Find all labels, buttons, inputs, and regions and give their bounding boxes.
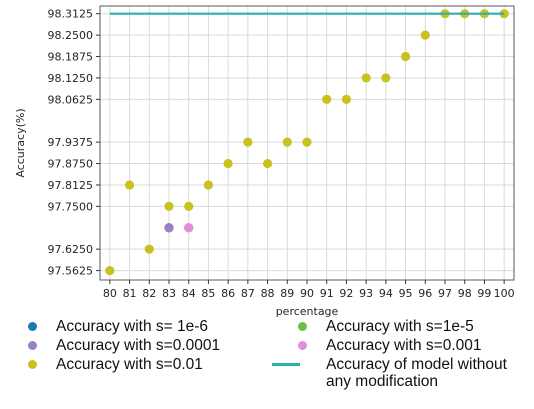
data-point-series-4 [282, 137, 292, 147]
x-tick-label: 97 [438, 287, 452, 300]
y-tick-label: 97.9375 [48, 136, 94, 149]
legend-label: Accuracy of model without any modificati… [326, 356, 507, 390]
legend-dot-icon [28, 341, 37, 350]
data-point-series-4 [361, 73, 371, 83]
y-tick-label: 97.7500 [48, 200, 94, 213]
x-tick-label: 88 [261, 287, 275, 300]
y-tick-label: 97.8750 [48, 158, 94, 171]
data-point-series-4 [420, 30, 430, 40]
x-tick-label: 96 [418, 287, 432, 300]
chart-marks [105, 9, 509, 276]
legend-label: Accuracy with s=0.01 [56, 356, 203, 373]
data-point-series-2 [164, 223, 174, 233]
x-tick-label: 92 [339, 287, 353, 300]
legend-label: Accuracy with s=0.001 [326, 337, 482, 354]
data-point-series-4 [243, 137, 253, 147]
legend-dot-icon [298, 341, 307, 350]
x-tick-label: 83 [162, 287, 176, 300]
y-tick-label: 98.3125 [48, 8, 94, 21]
y-tick-label: 97.6250 [48, 243, 94, 256]
data-point-series-4 [302, 137, 312, 147]
data-point-series-4 [341, 94, 352, 104]
y-tick-label: 98.0625 [48, 93, 94, 106]
legend-label: Accuracy with s=1e-5 [326, 318, 474, 335]
chart-legend: Accuracy with s= 1e-6 Accuracy with s=1e… [0, 318, 534, 409]
x-tick-label: 80 [103, 287, 117, 300]
x-axis-ticks: 80 81 82 83 84 85 86 87 88 89 90 91 92 93 94 95 96 97 98 99… [103, 280, 515, 300]
y-axis-label: Accuracy(%) [14, 108, 27, 177]
y-tick-label: 98.2500 [48, 29, 94, 42]
data-point-series-3 [184, 223, 194, 233]
x-tick-label: 98 [458, 287, 472, 300]
x-tick-label: 100 [494, 287, 515, 300]
x-tick-label: 82 [142, 287, 156, 300]
data-point-series-4 [164, 201, 174, 211]
x-tick-label: 94 [379, 287, 393, 300]
data-point-series-4 [223, 158, 233, 169]
x-tick-label: 81 [123, 287, 137, 300]
data-point-series-4 [400, 51, 411, 62]
y-tick-label: 98.1875 [48, 51, 94, 64]
legend-dot-icon [28, 360, 37, 369]
x-tick-label: 99 [477, 287, 491, 300]
x-tick-label: 86 [221, 287, 235, 300]
legend-label: Accuracy with s= 1e-6 [56, 318, 209, 335]
x-tick-label: 84 [182, 287, 196, 300]
data-point-series-4 [105, 265, 115, 276]
y-axis-ticks: 97.5625 97.6250 97.7500 97.8125 97.8750 97.93… [48, 8, 100, 278]
x-tick-label: 95 [399, 287, 413, 300]
data-point-series-4 [144, 244, 154, 254]
x-tick-label: 85 [201, 287, 215, 300]
y-tick-label: 97.5625 [48, 265, 94, 278]
data-point-series-4 [124, 180, 135, 190]
legend-dot-icon [298, 322, 307, 331]
data-point-series-4 [262, 158, 273, 169]
y-tick-label: 97.8125 [48, 179, 94, 192]
legend-line-icon [272, 363, 300, 366]
x-tick-label: 87 [241, 287, 255, 300]
data-point-series-4 [184, 201, 194, 211]
x-tick-label: 89 [280, 287, 294, 300]
scatter-chart: 97.5625 97.6250 97.7500 97.8125 97.8750 97.93… [14, 5, 515, 318]
data-point-series-4 [322, 94, 332, 104]
data-point-series-4 [381, 73, 391, 83]
x-tick-label: 93 [359, 287, 373, 300]
legend-label: Accuracy with s=0.0001 [56, 337, 221, 354]
x-tick-label: 90 [300, 287, 314, 300]
x-axis-label: percentage [276, 305, 339, 318]
y-tick-label: 98.1250 [48, 72, 94, 85]
legend-dot-icon [28, 322, 37, 331]
x-tick-label: 91 [320, 287, 334, 300]
data-point-series-4 [203, 180, 214, 190]
